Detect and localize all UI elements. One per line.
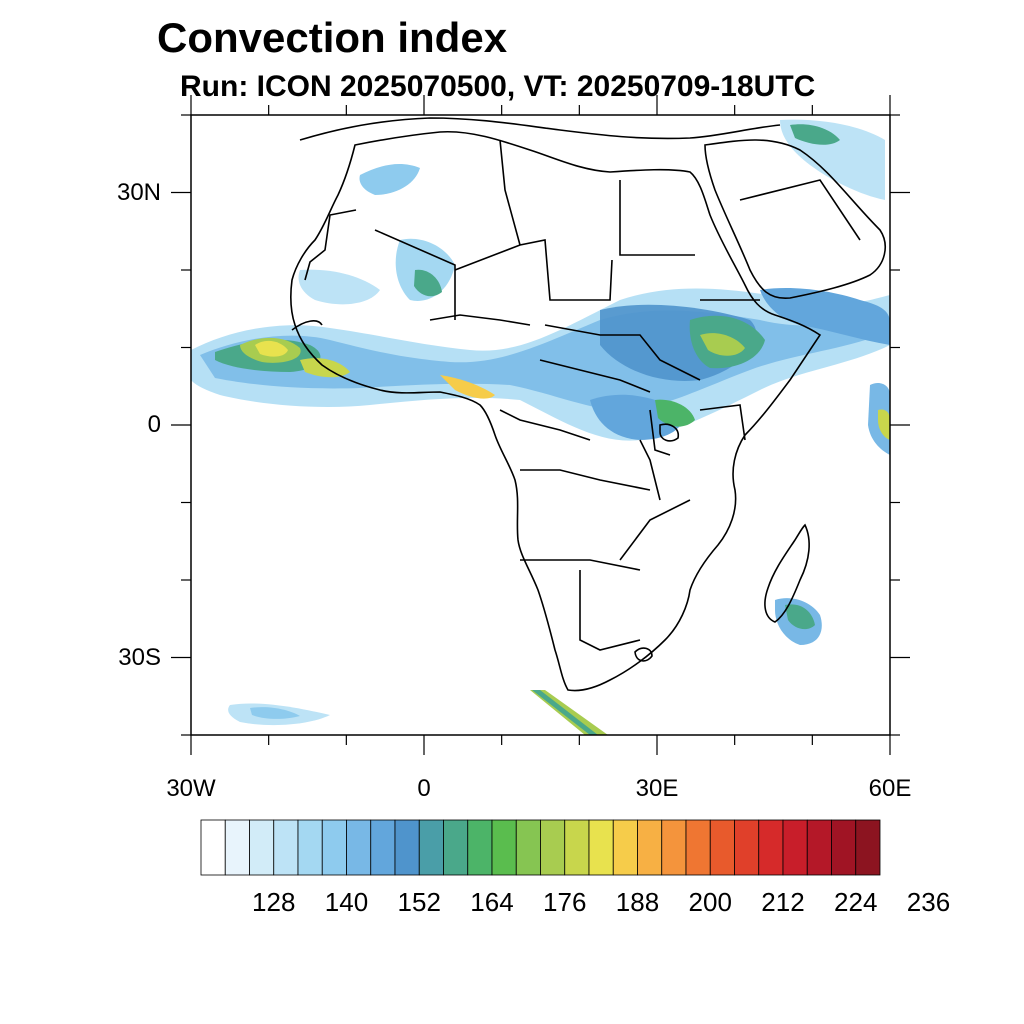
colorbar-label: 176 xyxy=(543,887,587,917)
colorbar-swatch xyxy=(540,819,566,876)
colorbar-swatch xyxy=(200,819,226,876)
lat-tick-label: 30N xyxy=(116,178,161,206)
axis-ticks xyxy=(171,95,910,755)
colorbar-swatch xyxy=(370,819,396,876)
colorbar-swatch xyxy=(758,819,784,876)
lake-victoria xyxy=(659,423,680,442)
colorbar-label: 212 xyxy=(761,887,805,917)
convection-field-layer xyxy=(191,119,890,735)
lon-tick-label: 60E xyxy=(868,775,912,802)
colorbar-swatch xyxy=(564,819,590,876)
colorbar-swatch xyxy=(491,819,517,876)
colorbar-swatch xyxy=(782,819,808,876)
lat-tick-label: 0 xyxy=(147,411,161,438)
colorbar-label: 188 xyxy=(615,887,660,917)
colorbar-label: 164 xyxy=(470,887,514,917)
run-subtitle: Run: ICON 2025070500, VT: 20250709-18UTC xyxy=(180,70,816,103)
colorbar-label: 224 xyxy=(834,887,878,917)
madagascar-coast xyxy=(764,523,810,623)
lon-tick-label: 30E xyxy=(635,775,679,802)
colorbar-swatch xyxy=(588,819,614,876)
colorbar-swatch xyxy=(273,819,299,876)
colorbar-swatch xyxy=(346,819,372,876)
colorbar-swatch xyxy=(734,819,760,876)
chart-title: Convection index xyxy=(157,14,508,61)
colorbar-swatch xyxy=(831,819,857,876)
colorbar-swatch xyxy=(637,819,663,876)
colorbar-swatch xyxy=(612,819,638,876)
colorbar-swatch xyxy=(418,819,444,876)
colorbar-label: 152 xyxy=(397,887,441,917)
colorbar-swatch xyxy=(297,819,323,876)
colorbar-label: 140 xyxy=(324,887,369,917)
colorbar xyxy=(200,819,881,876)
colorbar-swatch xyxy=(515,819,541,876)
colorbar-swatch xyxy=(443,819,469,876)
colorbar-label: 200 xyxy=(688,887,732,917)
colorbar-swatch xyxy=(224,819,250,876)
colorbar-swatch xyxy=(685,819,711,876)
dakar-coast xyxy=(291,320,323,331)
colorbar-swatch xyxy=(709,819,735,876)
coastline-layer xyxy=(289,117,886,692)
colorbar-label: 236 xyxy=(906,887,951,917)
arabia-coast xyxy=(704,139,886,299)
colorbar-swatch xyxy=(321,819,347,876)
colorbar-swatch xyxy=(806,819,832,876)
colorbar-swatch xyxy=(467,819,493,876)
mediterranean-coast xyxy=(299,117,781,141)
colorbar-swatch xyxy=(249,819,275,876)
colorbar-swatch xyxy=(661,819,687,876)
colorbar-swatch xyxy=(855,819,881,876)
lon-tick-label: 0 xyxy=(417,775,431,802)
colorbar-swatch xyxy=(394,819,420,876)
lesotho xyxy=(634,647,653,662)
lat-tick-label: 30S xyxy=(118,643,161,671)
colorbar-label: 128 xyxy=(252,887,296,917)
africa-coastline xyxy=(289,130,822,692)
lon-tick-label: 30W xyxy=(166,775,216,802)
